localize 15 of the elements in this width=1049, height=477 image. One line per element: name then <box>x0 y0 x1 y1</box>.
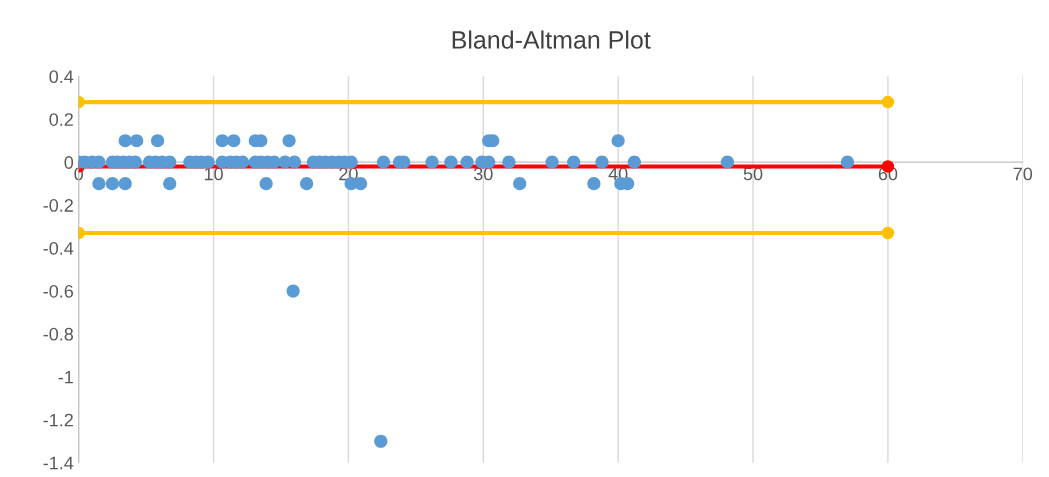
y-tick-label: -0.8 <box>43 327 74 341</box>
y-tick-label: -1.4 <box>43 456 74 470</box>
x-tick-label: 10 <box>204 167 223 181</box>
chart-title: Bland-Altman Plot <box>452 30 651 49</box>
y-tick-label: -0.2 <box>43 199 73 212</box>
y-tick-label: 0.4 <box>49 70 74 84</box>
y-tick-label: -0.4 <box>43 241 74 255</box>
y-tick-label: 0 <box>64 156 74 169</box>
y-tick-label: -1 <box>58 370 73 384</box>
x-tick-label: 50 <box>743 167 763 181</box>
y-tick-label: -0.6 <box>43 284 74 298</box>
y-tick-label: -1.2 <box>43 413 73 427</box>
x-tick-label: 70 <box>1013 167 1033 181</box>
y-tick-label: 0.2 <box>49 113 73 126</box>
x-tick-label: 30 <box>473 167 493 181</box>
